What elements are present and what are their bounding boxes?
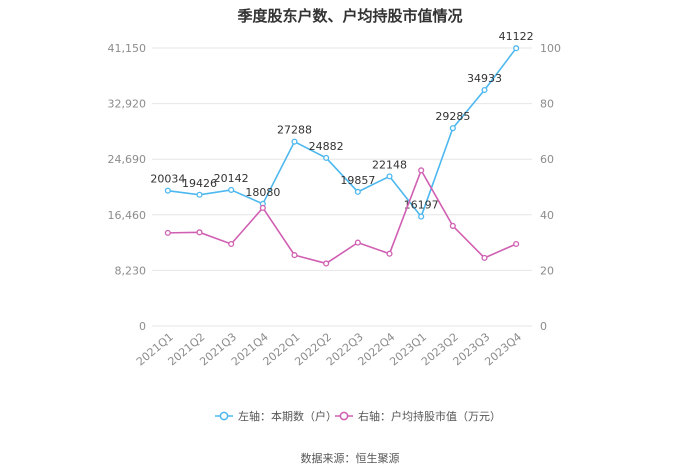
avg-value-point xyxy=(481,254,488,261)
data-label: 19857 xyxy=(340,174,375,187)
household-point xyxy=(354,188,361,195)
household-point xyxy=(418,213,425,220)
avg-value-point xyxy=(291,252,298,259)
household-point xyxy=(196,191,203,198)
avg-value-point xyxy=(513,240,520,248)
household-point xyxy=(164,187,171,194)
household-point xyxy=(323,154,330,161)
series-line-avg-value xyxy=(167,168,517,265)
avg-value-point xyxy=(354,239,361,246)
right-tick-label: 80 xyxy=(540,98,554,111)
avg-value-point xyxy=(323,260,330,267)
data-label: 19426 xyxy=(182,177,217,190)
legend-swatch-marker xyxy=(339,411,349,421)
data-label: 24882 xyxy=(309,140,344,153)
avg-value-point xyxy=(386,250,393,257)
left-tick-label: 41,150 xyxy=(108,42,147,55)
data-label: 29285 xyxy=(435,110,470,123)
avg-value-point xyxy=(259,204,266,211)
right-tick-label: 40 xyxy=(540,209,554,222)
avg-value-point xyxy=(418,167,425,174)
data-label: 20142 xyxy=(214,172,249,185)
right-tick-label: 60 xyxy=(540,153,554,166)
household-point xyxy=(228,186,235,193)
grid-lines xyxy=(152,47,532,327)
avg-value-point xyxy=(164,229,171,236)
household-point xyxy=(513,45,520,52)
left-tick-label: 16,460 xyxy=(108,209,147,222)
series-line-households xyxy=(167,47,517,219)
household-point xyxy=(449,125,456,132)
avg-value-point xyxy=(196,229,203,236)
data-label: 16197 xyxy=(404,199,439,212)
legend-swatch-marker xyxy=(219,411,229,421)
data-label: 20034 xyxy=(150,173,185,186)
left-tick-label: 32,920 xyxy=(108,98,147,111)
avg-value-point xyxy=(228,240,235,248)
right-tick-label: 20 xyxy=(540,264,554,277)
household-point xyxy=(481,86,488,94)
left-tick-label: 8,230 xyxy=(115,264,147,277)
x-axis-ticks: 2021Q12021Q22021Q32021Q42022Q12022Q22022… xyxy=(134,330,524,368)
source-text: 数据来源：恒生聚源 xyxy=(301,451,400,465)
chart-title: 季度股东户数、户均持股市值情况 xyxy=(237,7,462,25)
left-tick-label: 24,690 xyxy=(108,153,147,166)
data-label: 41122 xyxy=(499,30,534,43)
legend-label: 右轴：户均持股市值（万元） xyxy=(358,409,501,423)
data-label: 27288 xyxy=(277,124,312,137)
household-point xyxy=(291,138,298,145)
household-point xyxy=(386,173,393,180)
right-tick-label: 100 xyxy=(540,42,561,55)
left-axis-ticks: 0 8,230 16,460 24,690 32,920 41,150 xyxy=(108,42,147,333)
legend[interactable]: 左轴：本期数（户） 右轴：户均持股市值（万元） xyxy=(215,409,501,423)
right-axis-ticks: 0 20 40 60 80 100 xyxy=(540,42,561,333)
legend-label: 左轴：本期数（户） xyxy=(238,409,337,423)
right-tick-label: 0 xyxy=(540,320,547,333)
avg-value-point xyxy=(449,222,456,229)
data-label: 18080 xyxy=(245,186,280,199)
data-label: 34933 xyxy=(467,72,502,85)
left-tick-label: 0 xyxy=(139,320,146,333)
data-label: 22148 xyxy=(372,158,407,171)
